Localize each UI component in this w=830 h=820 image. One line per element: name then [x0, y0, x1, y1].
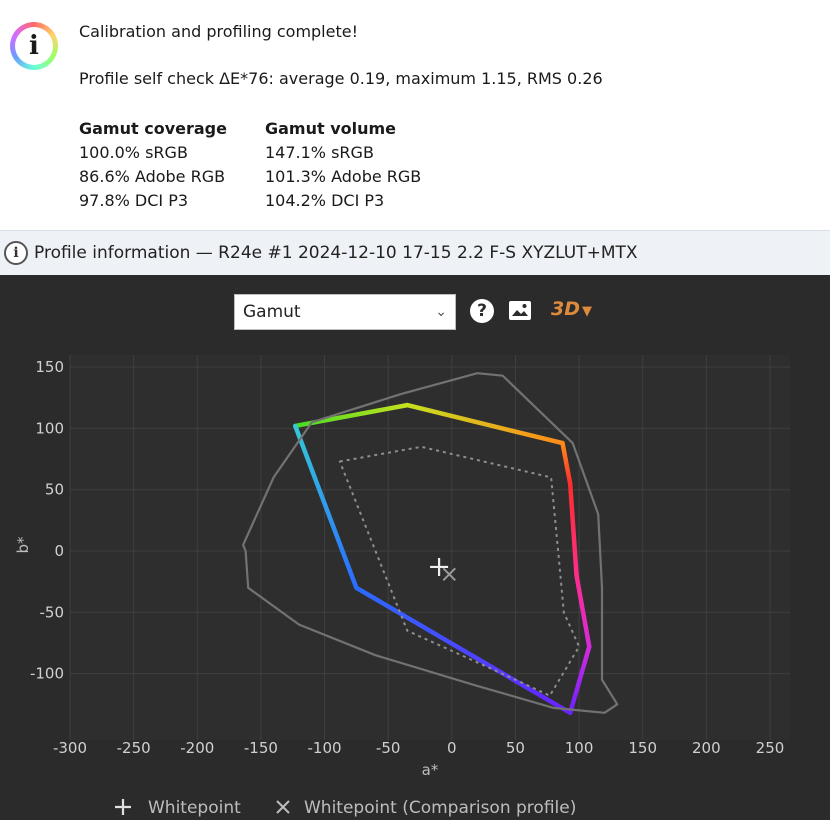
three-d-label: 3D — [551, 298, 580, 320]
info-small-icon: i — [4, 241, 28, 265]
gamut-boundary-segment — [293, 423, 359, 591]
gamut-boundary-segment — [574, 573, 592, 649]
self-check-text: Profile self check ΔE*76: average 0.19, … — [79, 69, 603, 88]
view-select[interactable]: Gamut ⌄ — [234, 294, 456, 330]
x-tick-labels: -300 -250 -200 -150 -100 -50 0 50 100 150 200 250 — [53, 739, 784, 757]
gamut-volume: Gamut volume 147.1% sRGB 101.3% Adobe RG… — [265, 117, 421, 213]
coverage-adobe-rgb: 86.6% Adobe RGB — [79, 167, 226, 186]
view-select-value: Gamut — [243, 302, 301, 322]
volume-dci-p3: 104.2% DCI P3 — [265, 191, 385, 210]
gamut-volume-header: Gamut volume — [265, 119, 397, 138]
gamut-boundary-segment — [354, 585, 573, 716]
x-tick-label: -50 — [376, 739, 401, 757]
x-tick-label: 150 — [628, 739, 657, 757]
gamut-coverage-header: Gamut coverage — [79, 119, 227, 138]
gamut-boundary-segment — [405, 402, 565, 446]
gamut-boundary-segment — [560, 440, 573, 486]
gamut-plot: -300 -250 -200 -150 -100 -50 0 50 100 150 200 250 1… — [14, 355, 790, 818]
y-axis-label: b* — [14, 536, 32, 554]
whitepoint-markers — [430, 557, 456, 582]
completion-dialog: i Calibration and profiling complete! Pr… — [0, 0, 830, 230]
comparison-gamut-outline — [338, 445, 581, 697]
y-tick-label: 50 — [45, 481, 64, 499]
gamut-boundary-segment — [567, 644, 592, 716]
x-tick-label: 100 — [565, 739, 594, 757]
x-tick-label: -250 — [117, 739, 151, 757]
gamut-panel: -300 -250 -200 -150 -100 -50 0 50 100 150 200 250 1… — [0, 275, 830, 820]
x-tick-label: 50 — [506, 739, 525, 757]
image-icon[interactable] — [508, 300, 532, 321]
x-tick-label: 250 — [756, 739, 785, 757]
x-tick-label: -150 — [244, 739, 278, 757]
grid — [69, 355, 790, 740]
whitepoint-comparison-marker — [442, 567, 456, 582]
gamut-coverage: Gamut coverage 100.0% sRGB 86.6% Adobe R… — [79, 117, 227, 213]
x-axis-label: a* — [422, 761, 439, 779]
x-tick-label: -300 — [53, 739, 87, 757]
x-tick-label: 0 — [447, 739, 457, 757]
coverage-dci-p3: 97.8% DCI P3 — [79, 191, 189, 210]
volume-srgb: 147.1% sRGB — [265, 143, 374, 162]
x-tick-label: -200 — [180, 739, 214, 757]
completion-title: Calibration and profiling complete! — [79, 22, 358, 41]
reference-gamut-outline — [242, 372, 619, 714]
y-tick-label: -100 — [30, 665, 64, 683]
gamut-boundary-segment — [567, 481, 579, 578]
y-tick-label: 0 — [54, 542, 64, 560]
legend-whitepoint-comparison: Whitepoint (Comparison profile) — [304, 798, 576, 818]
caret-down-icon: ▼ — [582, 304, 592, 319]
legend: Whitepoint Whitepoint (Comparison profil… — [115, 798, 576, 818]
y-tick-label: 150 — [35, 358, 64, 376]
x-tick-label: 200 — [692, 739, 721, 757]
y-tick-label: 100 — [35, 419, 64, 437]
series-layer — [242, 372, 619, 716]
help-icon[interactable]: ? — [470, 299, 494, 323]
volume-adobe-rgb: 101.3% Adobe RGB — [265, 167, 422, 186]
whitepoint-marker — [430, 557, 449, 576]
three-d-menu[interactable]: 3D ▼ — [551, 298, 592, 320]
y-tick-label: -50 — [40, 603, 65, 621]
coverage-srgb: 100.0% sRGB — [79, 143, 188, 162]
profile-info-titlebar[interactable]: i Profile information — R24e #1 2024-12-… — [0, 230, 830, 275]
plus-icon — [115, 799, 131, 815]
chevron-down-icon: ⌄ — [435, 304, 447, 320]
y-tick-labels: 150 100 50 0 -50 -100 — [30, 358, 64, 682]
cross-icon — [276, 800, 290, 814]
x-tick-label: -100 — [308, 739, 342, 757]
plot-area — [70, 355, 790, 740]
window-title: Profile information — R24e #1 2024-12-10… — [34, 243, 638, 263]
info-icon: i — [10, 22, 58, 70]
legend-whitepoint: Whitepoint — [148, 798, 241, 818]
